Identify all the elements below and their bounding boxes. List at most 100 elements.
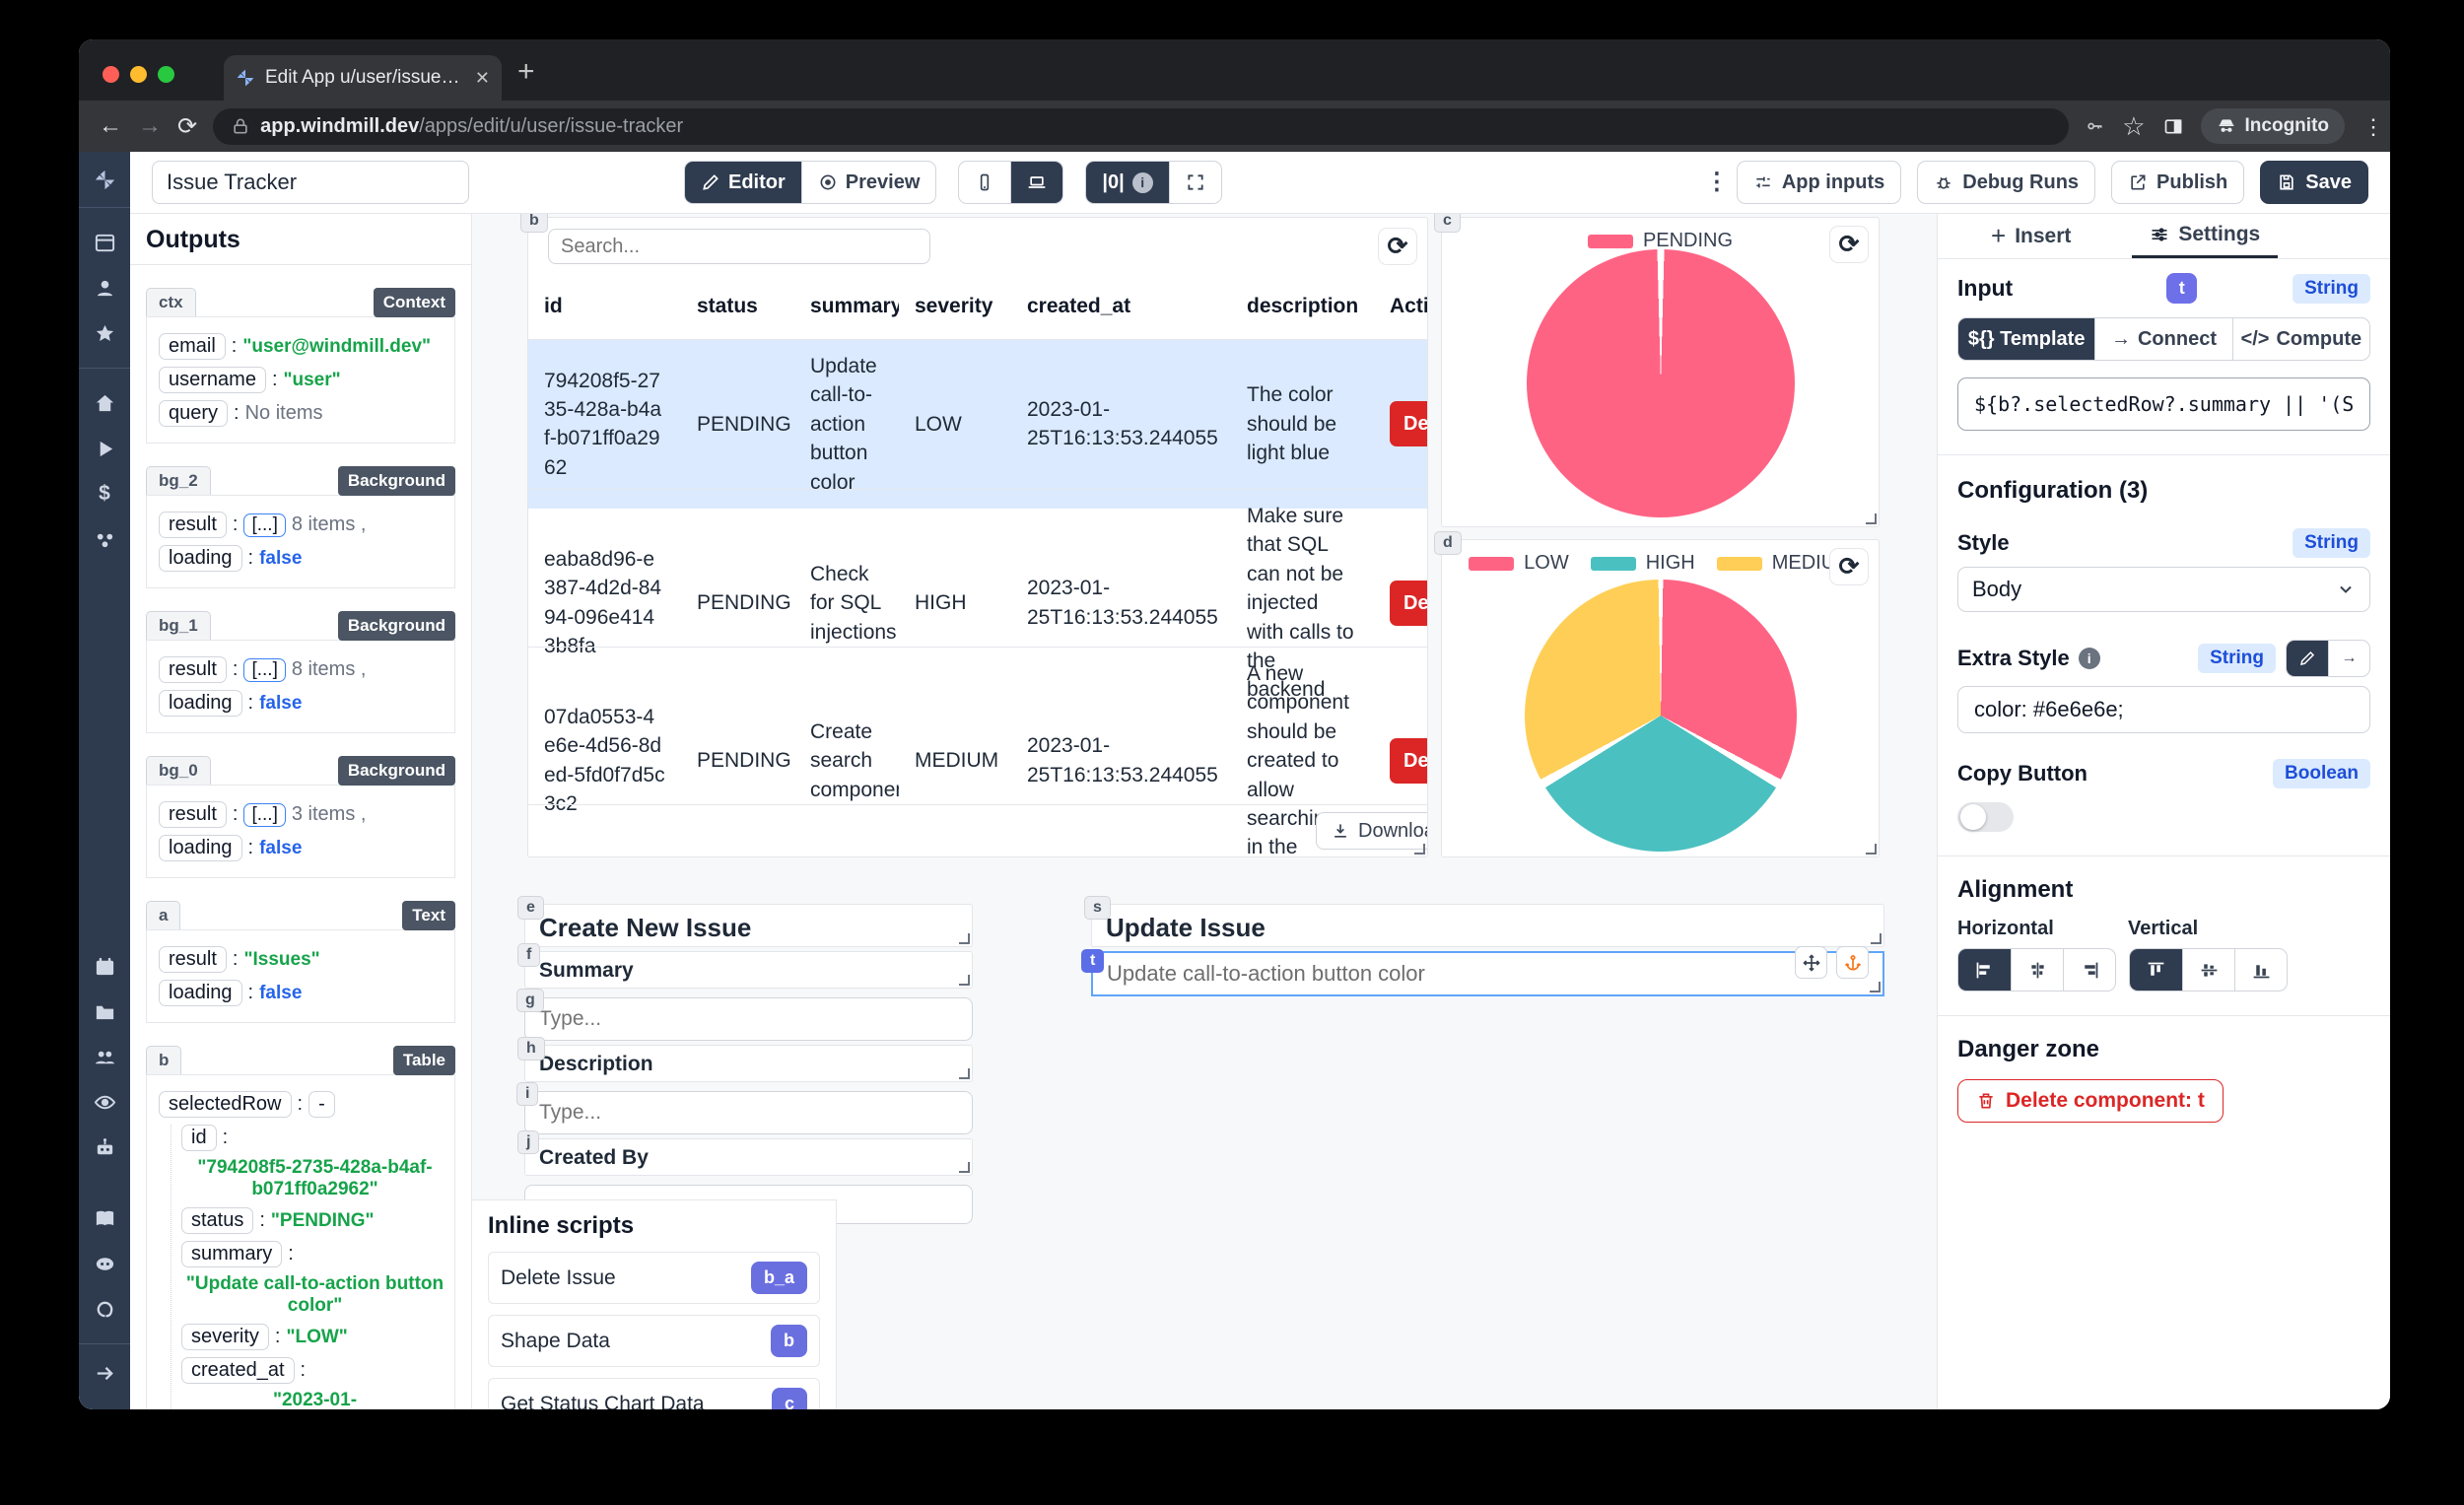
table-row[interactable]: eaba8d96-e387-4d2d-8494-096e4143b8fa PEN… — [528, 489, 1427, 717]
script-item[interactable]: Delete Issue b_a — [488, 1252, 820, 1304]
value[interactable]: - — [308, 1091, 335, 1118]
update-text-component[interactable]: t Update call-to-action button color — [1081, 946, 1884, 996]
app-canvas[interactable]: b ⟳ idstatussummaryseveritycreated_atdes… — [472, 214, 1937, 1409]
key-pill[interactable]: selectedRow — [159, 1091, 292, 1118]
table-component[interactable]: b ⟳ idstatussummaryseveritycreated_atdes… — [520, 214, 1428, 858]
discord-icon[interactable] — [93, 1252, 116, 1275]
download-button[interactable]: Download — [1316, 812, 1427, 850]
output-tab[interactable]: bg_0 — [146, 756, 211, 785]
groups-icon[interactable] — [93, 1045, 116, 1068]
extra-style-box[interactable] — [1957, 686, 2370, 733]
key-pill[interactable]: loading — [159, 545, 242, 572]
tab-settings[interactable]: Settings — [2132, 214, 2279, 258]
update-title-component[interactable]: s Update Issue — [1084, 896, 1884, 947]
key-pill[interactable]: status — [181, 1207, 254, 1234]
runs-play-icon[interactable] — [93, 437, 116, 460]
traffic-lights[interactable] — [79, 66, 196, 101]
key-pill[interactable]: created_at — [181, 1357, 295, 1384]
side-panel-icon[interactable] — [2163, 116, 2183, 136]
key-pill[interactable]: result — [159, 801, 227, 828]
grid-lines-button[interactable]: |0| i — [1086, 162, 1169, 203]
delete-row-button[interactable]: Delete — [1390, 401, 1427, 447]
key-pill[interactable]: query — [159, 400, 229, 427]
align-bottom-button[interactable] — [2234, 949, 2287, 991]
script-item[interactable]: Get Status Chart Data c — [488, 1378, 820, 1409]
more-menu-icon[interactable]: ⋮ — [1704, 169, 1729, 195]
legend-item[interactable]: LOW — [1469, 552, 1569, 575]
bookmark-star-icon[interactable]: ☆ — [2122, 110, 2146, 141]
password-key-icon[interactable] — [2085, 116, 2104, 136]
output-tab[interactable]: ctx — [146, 288, 196, 316]
close-window-button[interactable] — [103, 66, 119, 83]
expand-array[interactable]: [...] — [243, 513, 286, 537]
align-left-button[interactable] — [1958, 949, 2011, 991]
status-pie-chart[interactable]: c PENDING ⟳ — [1434, 214, 1880, 527]
key-pill[interactable]: email — [159, 333, 226, 360]
output-tab[interactable]: b — [146, 1046, 182, 1074]
preview-tab[interactable]: Preview — [800, 162, 936, 203]
table-search-input[interactable] — [548, 229, 930, 264]
move-handle[interactable] — [1795, 946, 1827, 979]
legend-item[interactable]: HIGH — [1590, 552, 1695, 575]
table-row[interactable]: 07da0553-4e6e-4d56-8ded-5fd0f7d5c3c2 PEN… — [528, 647, 1427, 874]
close-tab-icon[interactable]: ✕ — [474, 67, 490, 88]
legend-item[interactable]: PENDING — [1587, 230, 1733, 252]
github-icon[interactable] — [93, 1297, 116, 1321]
collapse-arrow-icon[interactable] — [93, 1361, 116, 1385]
description-label-component[interactable]: h Description — [517, 1037, 973, 1082]
docs-book-icon[interactable] — [93, 1206, 116, 1230]
script-item[interactable]: Shape Data b — [488, 1315, 820, 1367]
debug-runs-button[interactable]: Debug Runs — [1917, 161, 2096, 204]
align-middle-v-button[interactable] — [2182, 949, 2234, 991]
create-title-component[interactable]: e Create New Issue — [517, 896, 973, 947]
key-pill[interactable]: severity — [181, 1324, 269, 1350]
key-pill[interactable]: username — [159, 367, 266, 393]
output-tab[interactable]: bg_1 — [146, 611, 211, 640]
resources-icon[interactable] — [93, 527, 116, 551]
severity-pie-chart[interactable]: d LOW HIGH MEDIUM ⟳ — [1434, 531, 1880, 857]
zoom-window-button[interactable] — [158, 66, 174, 83]
table-row[interactable]: 794208f5-2735-428a-b4af-b071ff0a2962 PEN… — [528, 339, 1427, 509]
connect-mode-button[interactable]: → Connect — [2094, 318, 2231, 360]
reload-icon[interactable]: ⟳ — [177, 112, 198, 140]
app-name-input[interactable] — [152, 161, 469, 204]
schedules-calendar-icon[interactable] — [93, 954, 116, 978]
key-pill[interactable]: loading — [159, 835, 242, 861]
copy-button-toggle[interactable] — [1957, 802, 2014, 832]
chart-refresh-button[interactable]: ⟳ — [1829, 226, 1869, 263]
summary-label-component[interactable]: f Summary — [517, 943, 973, 989]
forward-icon[interactable]: → — [138, 112, 162, 139]
variables-dollar-icon[interactable]: $ — [99, 482, 110, 505]
browser-menu-icon[interactable]: ⋮ — [2362, 113, 2384, 139]
key-pill[interactable]: loading — [159, 980, 242, 1006]
browser-tab[interactable]: Edit App u/user/issue-tracker | ✕ — [224, 55, 502, 101]
pencil-mode-button[interactable] — [2287, 641, 2328, 676]
description-input[interactable] — [524, 1091, 973, 1134]
key-pill[interactable]: result — [159, 946, 227, 973]
back-icon[interactable]: ← — [99, 112, 122, 139]
fullscreen-button[interactable] — [1168, 162, 1221, 203]
align-top-button[interactable] — [2130, 949, 2182, 991]
mobile-view-button[interactable] — [959, 162, 1010, 203]
save-button[interactable]: Save — [2260, 161, 2368, 204]
user-icon[interactable] — [93, 276, 116, 300]
key-pill[interactable]: result — [159, 656, 227, 683]
minimize-window-button[interactable] — [130, 66, 147, 83]
apps-icon[interactable] — [93, 231, 116, 254]
address-bar[interactable]: app.windmill.dev/apps/edit/u/user/issue-… — [213, 107, 2070, 145]
compute-mode-button[interactable]: </> Compute — [2231, 318, 2369, 360]
align-center-h-button[interactable] — [2011, 949, 2063, 991]
summary-input[interactable] — [524, 997, 973, 1041]
key-pill[interactable]: id — [181, 1125, 217, 1151]
table-refresh-button[interactable]: ⟳ — [1378, 228, 1417, 265]
template-code-input[interactable] — [1972, 391, 2356, 417]
output-tab[interactable]: bg_2 — [146, 466, 211, 495]
workers-robot-icon[interactable] — [93, 1135, 116, 1159]
desktop-view-button[interactable] — [1010, 162, 1063, 203]
tab-insert[interactable]: + Insert — [1991, 221, 2072, 250]
delete-row-button[interactable]: Delete — [1390, 580, 1427, 626]
folders-icon[interactable] — [93, 999, 116, 1023]
key-pill[interactable]: result — [159, 512, 227, 538]
delete-row-button[interactable]: Delete — [1390, 737, 1427, 784]
extra-style-input[interactable] — [1972, 696, 2356, 723]
